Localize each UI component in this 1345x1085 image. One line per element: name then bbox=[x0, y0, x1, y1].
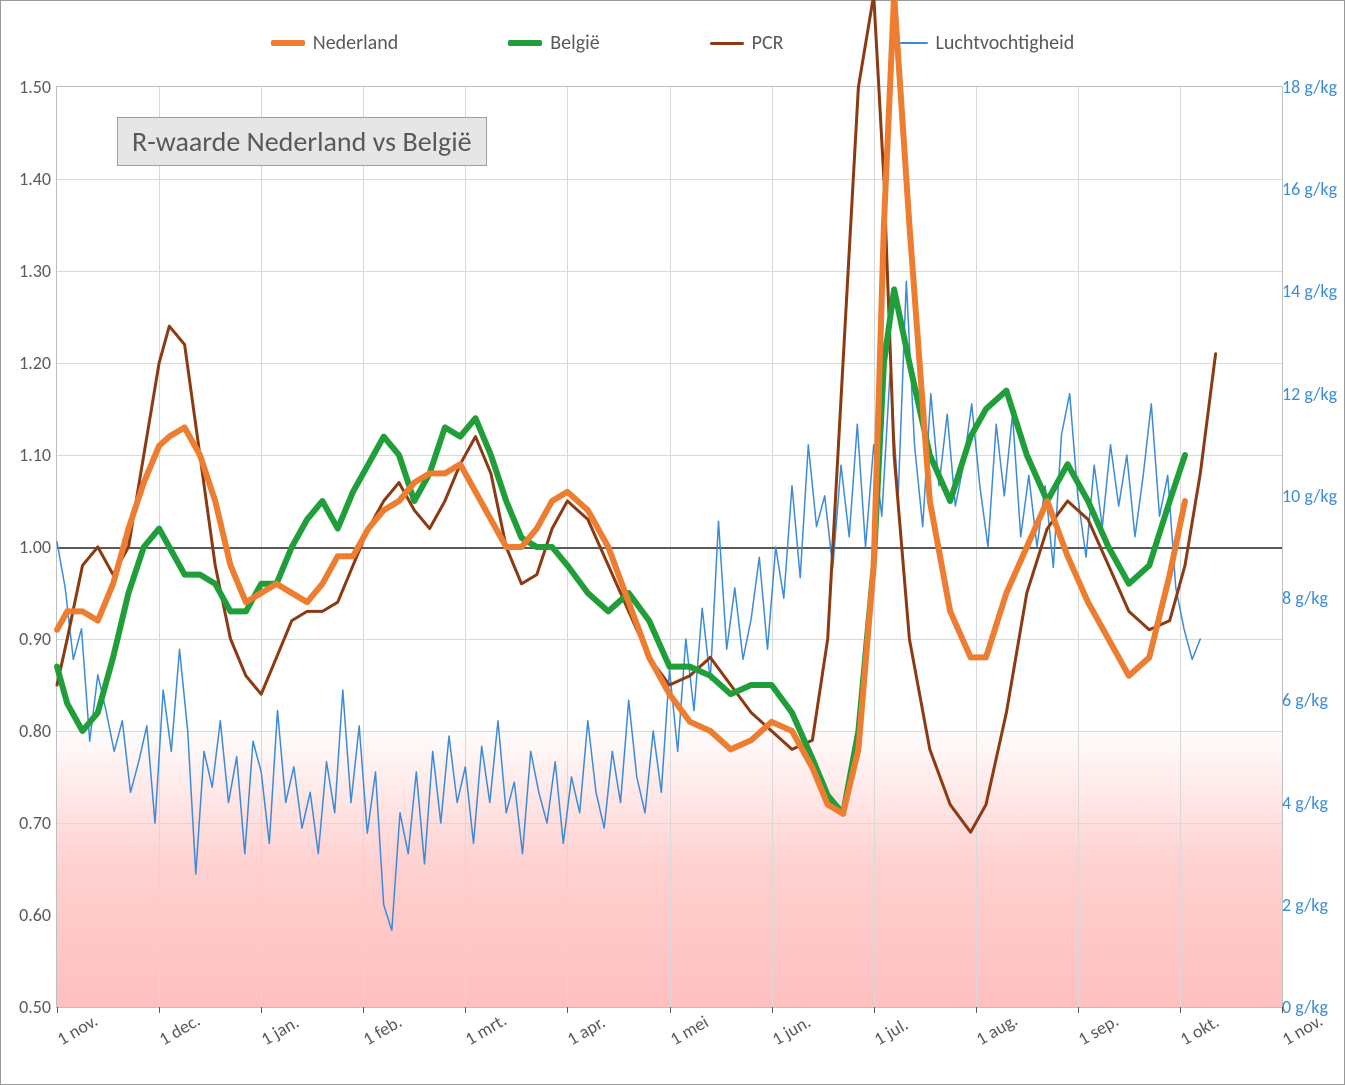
xtick-label: 1 mei bbox=[666, 1011, 712, 1050]
xtick bbox=[57, 1007, 58, 1013]
chart-frame: NederlandBelgiëPCRLuchtvochtigheid 0.500… bbox=[0, 0, 1345, 1085]
xtick-label: 1 okt. bbox=[1176, 1010, 1223, 1050]
ytick-right: 2 g/kg bbox=[1282, 894, 1342, 916]
ytick-right: 8 g/kg bbox=[1282, 587, 1342, 609]
ytick-left: 1.30 bbox=[5, 260, 51, 282]
legend: Nederland België PCR Luchtvochtigheid bbox=[1, 31, 1344, 55]
legend-label: Luchtvochtigheid bbox=[936, 31, 1075, 55]
ytick-right: 18 g/kg bbox=[1282, 76, 1342, 98]
legend-swatch bbox=[710, 42, 744, 45]
xtick bbox=[1078, 1007, 1079, 1013]
xtick-label: 1 feb. bbox=[359, 1010, 406, 1050]
ytick-right: 10 g/kg bbox=[1282, 485, 1342, 507]
xtick-label: 1 jan. bbox=[257, 1011, 303, 1050]
legend-swatch bbox=[271, 40, 305, 46]
xtick-label: 1 jul. bbox=[870, 1013, 912, 1050]
xtick-label: 1 dec. bbox=[155, 1009, 204, 1050]
series-layer bbox=[57, 87, 1282, 1007]
xtick-label: 1 aug. bbox=[972, 1009, 1021, 1050]
xtick bbox=[874, 1007, 875, 1013]
ytick-left: 0.60 bbox=[5, 904, 51, 926]
ytick-left: 1.00 bbox=[5, 536, 51, 558]
xtick bbox=[261, 1007, 262, 1013]
xtick bbox=[567, 1007, 568, 1013]
xtick bbox=[363, 1007, 364, 1013]
ytick-left: 1.50 bbox=[5, 76, 51, 98]
legend-item: Nederland bbox=[271, 31, 398, 55]
series-nederland bbox=[57, 0, 1185, 814]
xtick bbox=[159, 1007, 160, 1013]
ytick-left: 0.70 bbox=[5, 812, 51, 834]
xtick bbox=[1282, 1007, 1283, 1013]
xtick bbox=[772, 1007, 773, 1013]
legend-item: PCR bbox=[710, 31, 784, 55]
ytick-left: 0.90 bbox=[5, 628, 51, 650]
xtick bbox=[1180, 1007, 1181, 1013]
ytick-left: 0.50 bbox=[5, 996, 51, 1018]
xtick-label: 1 sep. bbox=[1074, 1009, 1122, 1050]
ytick-left: 1.20 bbox=[5, 352, 51, 374]
legend-item: Luchtvochtigheid bbox=[894, 31, 1075, 55]
ytick-left: 1.10 bbox=[5, 444, 51, 466]
ytick-right: 4 g/kg bbox=[1282, 792, 1342, 814]
xtick bbox=[976, 1007, 977, 1013]
legend-label: PCR bbox=[752, 31, 784, 55]
ytick-right: 12 g/kg bbox=[1282, 383, 1342, 405]
plot-area: 0.500.600.700.800.901.001.101.201.301.40… bbox=[56, 86, 1283, 1008]
ytick-left: 1.40 bbox=[5, 168, 51, 190]
ytick-right: 16 g/kg bbox=[1282, 178, 1342, 200]
ytick-right: 14 g/kg bbox=[1282, 280, 1342, 302]
xtick bbox=[670, 1007, 671, 1013]
series-pcr bbox=[57, 0, 1216, 832]
xtick-label: 1 mrt. bbox=[461, 1009, 510, 1050]
ytick-left: 0.80 bbox=[5, 720, 51, 742]
legend-item: België bbox=[508, 31, 599, 55]
legend-label: Nederland bbox=[313, 31, 398, 55]
xtick-label: 1 apr. bbox=[563, 1011, 609, 1050]
legend-swatch bbox=[508, 40, 542, 46]
xtick bbox=[465, 1007, 466, 1013]
xtick-label: 1 nov. bbox=[53, 1009, 101, 1050]
legend-label: België bbox=[550, 31, 599, 55]
ytick-right: 6 g/kg bbox=[1282, 689, 1342, 711]
xtick-label: 1 jun. bbox=[768, 1011, 814, 1051]
